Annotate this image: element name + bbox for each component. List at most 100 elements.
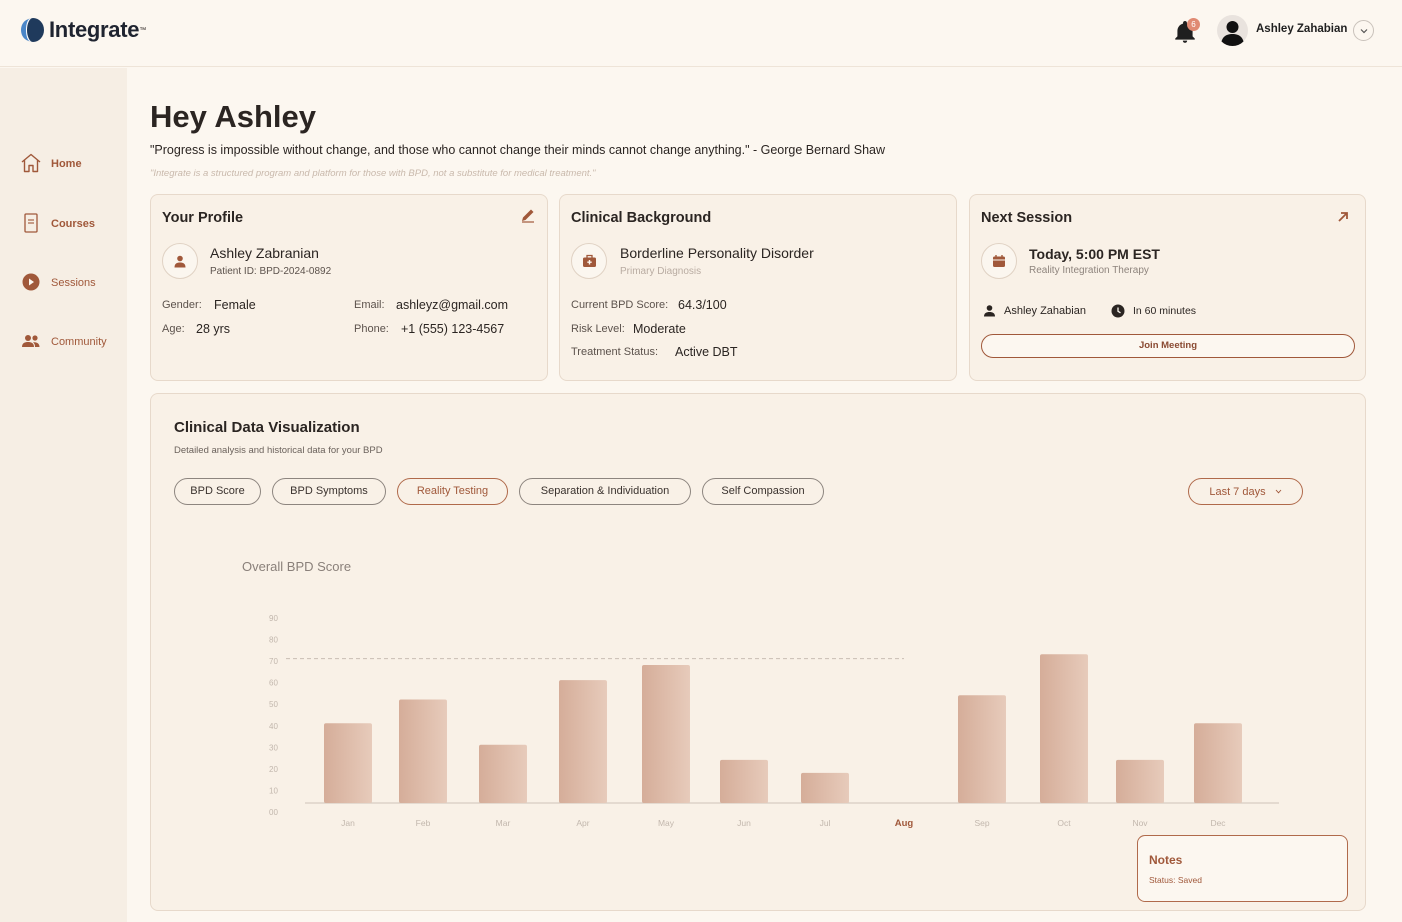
- card-title: Next Session: [981, 210, 1073, 226]
- bar-jun: [720, 759, 768, 803]
- profile-card: Your Profile Ashley Zabranian Patient ID…: [150, 194, 548, 381]
- age-value: 28 yrs: [196, 322, 231, 336]
- email-label: Email:: [354, 299, 385, 311]
- bar-jul: [801, 772, 849, 803]
- y-tick-label: 00: [269, 808, 278, 817]
- chevron-down-icon[interactable]: [1353, 20, 1374, 41]
- y-tick-label: 10: [269, 786, 278, 795]
- tab-bpd-symptoms[interactable]: BPD Symptoms: [272, 478, 386, 505]
- x-tick-label: Aug: [895, 818, 914, 829]
- treatment-status-label: Treatment Status:: [571, 346, 659, 358]
- notification-badge: 6: [1187, 18, 1200, 31]
- y-tick-label: 60: [269, 679, 278, 688]
- bar-chart: Overall BPD Score 00 10 20 30 40 50 60 70 80 90 Jan…: [242, 559, 1279, 829]
- risk-level-value: Moderate: [633, 322, 686, 336]
- sidebar-item-home[interactable]: Home: [20, 152, 82, 176]
- y-tick-label: 40: [269, 722, 278, 731]
- play-icon: [20, 272, 42, 295]
- section-subtitle: Detailed analysis and historical data fo…: [174, 445, 383, 456]
- tab-reality-testing[interactable]: Reality Testing: [397, 478, 508, 505]
- date-range-value: Last 7 days: [1209, 486, 1266, 498]
- chart-title: Overall BPD Score: [242, 559, 351, 574]
- sidebar-item-label: Courses: [51, 218, 96, 230]
- sidebar-item-community[interactable]: Community: [20, 330, 107, 354]
- bar-mar: [479, 744, 527, 803]
- x-tick-label: Jul: [820, 818, 831, 828]
- x-tick-label: Mar: [496, 818, 511, 828]
- home-icon: [20, 153, 42, 176]
- logo-mark-icon: [21, 17, 45, 43]
- sidebar-item-sessions[interactable]: Sessions: [20, 271, 96, 295]
- sidebar-item-courses[interactable]: Courses: [20, 212, 95, 236]
- page-title: Hey Ashley: [150, 99, 316, 134]
- bar-jan: [324, 723, 372, 803]
- y-tick-label: 70: [269, 657, 278, 666]
- bpd-score-value: 64.3/100: [678, 298, 727, 312]
- x-tick-label: Dec: [1210, 818, 1226, 828]
- quote-text: "Progress is impossible without change, …: [150, 143, 886, 157]
- clock-icon: [1111, 304, 1125, 323]
- gender-label: Gender:: [162, 299, 202, 311]
- gender-value: Female: [214, 298, 256, 312]
- bar-feb: [399, 699, 447, 803]
- person-icon: [162, 243, 198, 279]
- card-title: Your Profile: [162, 210, 244, 226]
- phone-value: +1 (555) 123-4567: [401, 322, 505, 336]
- session-therapy: Reality Integration Therapy: [1029, 265, 1149, 276]
- x-tick-label: May: [658, 818, 675, 828]
- bar-may: [642, 665, 690, 803]
- session-time: Today, 5:00 PM EST: [1029, 246, 1160, 262]
- person-icon: [983, 304, 996, 322]
- tab-separation-individuation[interactable]: Separation & Individuation: [519, 478, 691, 505]
- x-tick-label: Jan: [341, 818, 355, 828]
- age-label: Age:: [162, 323, 185, 335]
- external-link-arrow-icon[interactable]: [1336, 210, 1350, 229]
- diagnosis-subtitle: Primary Diagnosis: [620, 266, 702, 277]
- top-bar: Integrate ™ 6 Ashley Zahabian: [0, 0, 1402, 67]
- email-value: ashleyz@gmail.com: [396, 298, 509, 312]
- tab-self-compassion[interactable]: Self Compassion: [702, 478, 824, 505]
- notes-title: Notes: [1149, 853, 1183, 867]
- avatar[interactable]: [1217, 15, 1248, 46]
- y-tick-label: 80: [269, 636, 278, 645]
- session-therapist: Ashley Zahabian: [1004, 305, 1086, 317]
- edit-pencil-icon[interactable]: [520, 207, 536, 228]
- logo[interactable]: Integrate ™: [21, 17, 146, 43]
- x-tick-label: Sep: [974, 818, 989, 828]
- risk-level-label: Risk Level:: [571, 323, 625, 335]
- disclaimer-text: "Integrate is a structured program and p…: [150, 168, 596, 179]
- x-tick-label: Feb: [416, 818, 431, 828]
- sidebar: Home Courses Sessions Community: [0, 68, 127, 922]
- bar-oct: [1040, 654, 1088, 803]
- medical-bag-icon: [571, 243, 607, 279]
- date-range-select[interactable]: Last 7 days: [1188, 478, 1303, 505]
- treatment-status-value: Active DBT: [675, 345, 738, 359]
- bpd-score-label: Current BPD Score:: [571, 299, 669, 311]
- phone-label: Phone:: [354, 323, 389, 335]
- section-title: Clinical Data Visualization: [174, 419, 360, 436]
- x-tick-label: Oct: [1057, 818, 1071, 828]
- chevron-down-icon: [1275, 479, 1282, 504]
- y-tick-label: 30: [269, 743, 278, 752]
- next-session-card: Next Session Today, 5:00 PM EST Reality …: [969, 194, 1366, 381]
- notes-panel[interactable]: Notes Status: Saved: [1137, 835, 1348, 902]
- patient-name: Ashley Zabranian: [210, 245, 319, 261]
- patient-id: Patient ID: BPD-2024-0892: [210, 266, 332, 277]
- clinical-data-visualization: Clinical Data Visualization Detailed ana…: [150, 393, 1366, 911]
- bar-nov: [1116, 759, 1164, 803]
- join-meeting-button[interactable]: Join Meeting: [981, 334, 1355, 358]
- x-tick-label: Nov: [1132, 818, 1148, 828]
- people-icon: [20, 331, 42, 354]
- bar-sep: [958, 695, 1006, 803]
- x-tick-label: Apr: [576, 818, 589, 828]
- sidebar-item-label: Community: [51, 336, 107, 348]
- card-title: Clinical Background: [571, 210, 712, 226]
- y-tick-label: 90: [269, 614, 278, 623]
- session-countdown: In 60 minutes: [1133, 305, 1197, 317]
- tab-bpd-score[interactable]: BPD Score: [174, 478, 261, 505]
- logo-trademark: ™: [139, 26, 147, 34]
- bar-dec: [1194, 723, 1242, 803]
- user-name[interactable]: Ashley Zahabian: [1256, 23, 1348, 35]
- sidebar-item-label: Home: [51, 158, 82, 170]
- y-tick-label: 20: [269, 765, 278, 774]
